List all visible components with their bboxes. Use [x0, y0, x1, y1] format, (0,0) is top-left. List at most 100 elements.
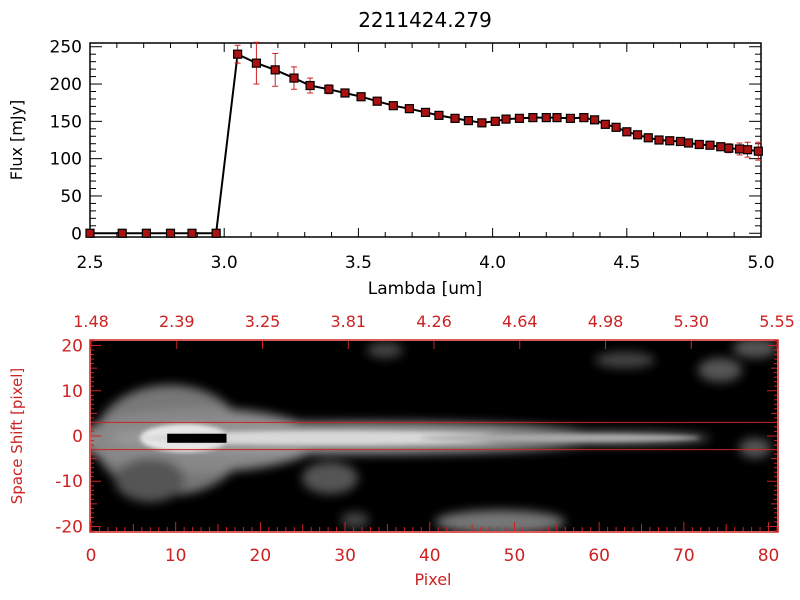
- y-tick-label: -10: [55, 472, 83, 492]
- data-point: [705, 140, 715, 150]
- spectrum-plot: 2.5 3.0 3.5 4.0 4.5 5.0 0 50 100 150 200 250: [50, 38, 775, 273]
- data-point: [490, 116, 500, 126]
- data-point: [589, 115, 600, 125]
- spectrum-2d-wavelength-ticks: 1.48 2.39 3.25 3.81 4.26 4.64 4.98 5.30 5.55: [73, 312, 795, 349]
- data-point: [372, 96, 382, 106]
- data-point: [434, 110, 444, 120]
- x-tick-label: 4.0: [479, 253, 506, 273]
- x-tick-label: 80: [758, 546, 780, 566]
- saturated-region: [167, 433, 227, 443]
- data-point: [117, 228, 127, 238]
- data-point: [552, 113, 562, 123]
- spectrum-plot-frame: [89, 42, 762, 238]
- spectrum-series: [85, 41, 763, 238]
- data-point: [450, 113, 460, 123]
- wavelength-tick-label: 4.64: [502, 312, 538, 331]
- spectrum-2d-image: [91, 341, 777, 531]
- x-tick-label: 3.5: [345, 253, 372, 273]
- y-tick-label: 200: [50, 75, 82, 95]
- spectrum-2d-frame: [89, 339, 779, 533]
- spectrum-y-label: Flux [mJy]: [7, 100, 26, 181]
- data-point: [742, 145, 753, 155]
- x-tick-label: 40: [419, 546, 441, 566]
- data-point: [404, 104, 414, 114]
- data-point: [734, 144, 745, 154]
- data-point: [305, 80, 315, 91]
- x-tick-label: 2.5: [76, 253, 103, 273]
- y-tick-label: -20: [55, 517, 83, 537]
- wavelength-tick-label: 2.39: [159, 312, 195, 331]
- x-tick-label: 10: [165, 546, 187, 566]
- data-point: [251, 58, 262, 68]
- data-point: [611, 122, 621, 132]
- data-point: [665, 136, 675, 146]
- wavelength-tick-label: 4.26: [416, 312, 452, 331]
- wavelength-tick-label: 3.25: [245, 312, 281, 331]
- data-point: [211, 228, 221, 238]
- data-point: [356, 92, 366, 102]
- wavelength-tick-label: 3.81: [330, 312, 366, 331]
- data-point: [420, 107, 431, 117]
- x-tick-label: 0: [86, 546, 97, 566]
- data-point: [141, 228, 151, 238]
- data-point: [340, 88, 350, 98]
- data-point: [289, 73, 299, 83]
- data-point: [753, 146, 763, 156]
- data-point: [477, 118, 487, 128]
- data-point: [233, 49, 243, 59]
- x-tick-label: 4.5: [613, 253, 640, 273]
- spectrum-2d-y-label: Space Shift [pixel]: [8, 368, 26, 505]
- data-point: [187, 228, 197, 238]
- x-tick-label: 70: [673, 546, 695, 566]
- y-tick-label: 50: [60, 187, 82, 207]
- data-point: [528, 113, 538, 123]
- spectrum-x-label: Lambda [um]: [368, 279, 482, 299]
- spectrum-2d-y-ticks: -20 -10 0 10 20: [55, 337, 777, 537]
- x-tick-label: 3.0: [211, 253, 238, 273]
- data-point: [724, 143, 734, 153]
- data-point: [579, 113, 589, 123]
- data-point: [654, 135, 664, 145]
- x-tick-label: 30: [334, 546, 356, 566]
- data-point: [388, 101, 398, 111]
- data-point: [675, 136, 686, 147]
- data-point: [643, 133, 653, 143]
- x-tick-label: 60: [588, 546, 610, 566]
- spectrum-title: 2211424.279: [358, 8, 492, 32]
- data-point: [514, 113, 525, 123]
- y-tick-label: 20: [61, 337, 83, 357]
- data-point: [501, 114, 511, 124]
- wavelength-tick-label: 5.55: [759, 312, 795, 331]
- data-point: [463, 115, 474, 126]
- spectrum-x-ticks: 2.5 3.0 3.5 4.0 4.5 5.0: [76, 43, 775, 273]
- x-tick-label: 20: [250, 546, 272, 566]
- y-tick-label: 100: [50, 150, 82, 170]
- x-tick-label: 50: [504, 546, 526, 566]
- spectrum-y-ticks: 0 50 100 150 200 250: [50, 38, 761, 244]
- y-tick-label: 0: [71, 224, 82, 244]
- y-tick-label: 250: [50, 38, 82, 58]
- spectrum-2d-x-label: Pixel: [414, 570, 451, 589]
- data-point: [622, 127, 632, 137]
- data-point: [716, 142, 726, 152]
- y-tick-label: 0: [72, 427, 83, 447]
- data-point: [565, 113, 576, 123]
- data-point: [85, 228, 95, 238]
- wavelength-tick-label: 1.48: [73, 312, 109, 331]
- wavelength-tick-label: 4.98: [588, 312, 624, 331]
- x-tick-label: 5.0: [747, 253, 774, 273]
- data-point: [694, 139, 704, 150]
- data-point: [165, 228, 176, 238]
- data-point: [541, 113, 551, 123]
- data-point: [683, 138, 694, 148]
- spectrum-2d-x-ticks: 0 10 20 30 40 50 60 70 80: [86, 522, 780, 566]
- data-point: [324, 84, 334, 94]
- data-point: [632, 130, 643, 140]
- wavelength-tick-label: 5.30: [673, 312, 709, 331]
- data-point: [600, 119, 610, 129]
- data-point: [270, 65, 280, 75]
- spectrum-2d-plot: 0 10 20 30 40 50 60 70 80 -20 -10 0 10 20 1.48 2.39 3.…: [55, 312, 795, 566]
- y-tick-label: 10: [61, 382, 83, 402]
